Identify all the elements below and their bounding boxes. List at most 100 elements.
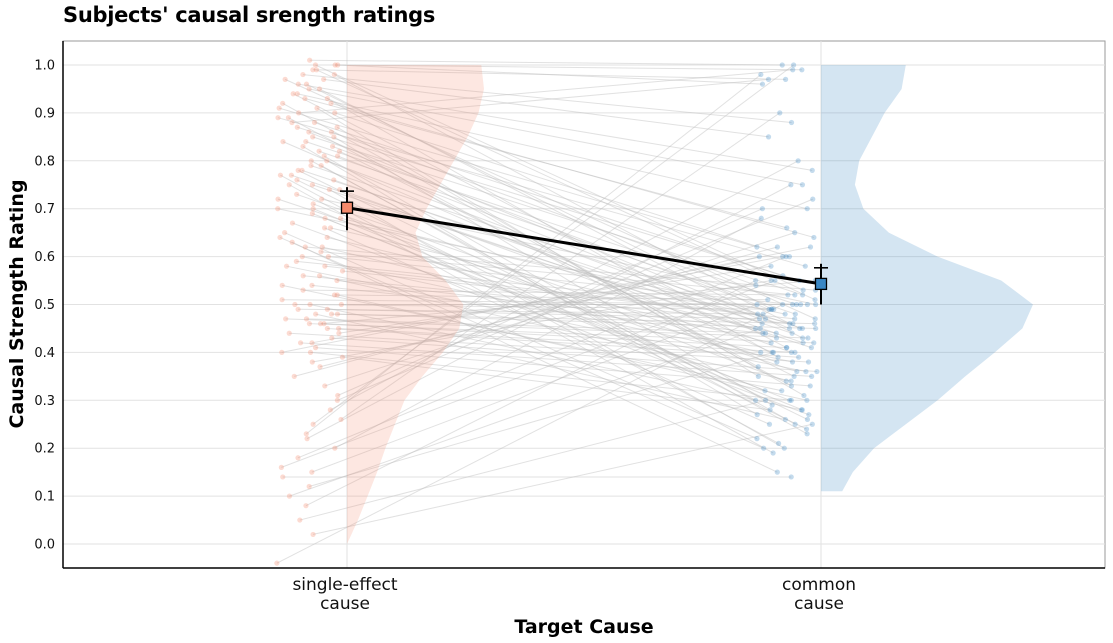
paired-line xyxy=(281,280,776,468)
paired-line xyxy=(312,69,786,80)
paired-line xyxy=(298,308,764,315)
data-point-single-effect xyxy=(291,373,297,379)
data-point-common xyxy=(761,445,767,451)
data-point-common xyxy=(766,421,773,427)
data-point-single-effect xyxy=(302,95,308,102)
paired-line xyxy=(310,351,792,401)
paired-line xyxy=(318,150,796,315)
data-point-single-effect xyxy=(331,292,338,298)
means xyxy=(340,187,828,305)
paired-line xyxy=(289,184,774,454)
data-point-single-effect xyxy=(276,105,282,111)
data-point-single-effect xyxy=(312,62,319,68)
paired-line xyxy=(327,308,766,320)
data-point-common xyxy=(755,311,761,317)
data-point-single-effect xyxy=(332,62,338,68)
paired-line xyxy=(289,327,761,497)
y-tick-label: 0.3 xyxy=(34,394,55,409)
data-point-single-effect xyxy=(325,254,331,260)
data-point-single-effect xyxy=(318,196,325,202)
data-point-single-effect xyxy=(339,354,346,360)
paired-line xyxy=(280,174,779,444)
data-point-single-effect xyxy=(316,273,323,279)
y-tick-label: 0.0 xyxy=(34,538,55,553)
paired-line xyxy=(302,145,758,416)
paired-line xyxy=(331,337,817,373)
data-point-common xyxy=(814,368,820,375)
paired-line xyxy=(336,280,756,329)
paired-line xyxy=(282,299,801,305)
data-point-single-effect xyxy=(277,234,283,241)
data-point-single-effect xyxy=(335,62,341,68)
data-point-common xyxy=(769,349,775,355)
data-point-single-effect xyxy=(288,172,294,178)
data-point-single-effect xyxy=(324,158,330,164)
data-point-single-effect xyxy=(332,445,338,451)
data-point-common xyxy=(798,407,805,413)
data-point-single-effect xyxy=(321,153,327,159)
data-point-common xyxy=(759,206,765,212)
data-point-common xyxy=(805,359,812,365)
data-point-single-effect xyxy=(322,263,328,269)
paired-line xyxy=(289,332,809,363)
data-point-single-effect xyxy=(329,143,336,150)
data-point-common xyxy=(781,445,787,451)
data-point-single-effect xyxy=(310,421,316,427)
x-category-label: cause xyxy=(320,594,370,614)
data-point-single-effect xyxy=(295,455,301,461)
paired-line xyxy=(339,189,792,353)
paired-line xyxy=(342,270,795,320)
data-point-common xyxy=(757,325,763,332)
paired-line xyxy=(292,222,810,416)
paired-line xyxy=(337,155,760,320)
paired-line xyxy=(312,280,772,363)
data-point-single-effect xyxy=(316,148,322,154)
paired-line xyxy=(324,217,803,411)
data-point-common xyxy=(780,254,786,260)
paired-line xyxy=(328,256,793,305)
data-point-single-effect xyxy=(313,311,319,317)
paired-line xyxy=(331,313,815,325)
paired-line xyxy=(315,64,804,291)
paired-line xyxy=(277,198,798,373)
data-point-common xyxy=(762,330,769,336)
paired-line xyxy=(340,112,781,420)
y-tick-label: 0.2 xyxy=(34,442,55,457)
paired-line xyxy=(320,165,808,435)
data-point-common xyxy=(799,325,805,332)
data-point-single-effect xyxy=(334,277,340,284)
data-point-single-effect xyxy=(275,196,281,202)
paired-line xyxy=(320,251,795,296)
data-point-common xyxy=(774,469,780,475)
data-point-common xyxy=(792,292,798,298)
data-point-common xyxy=(789,330,795,336)
violin-single-effect xyxy=(347,65,484,544)
paired-line xyxy=(309,88,803,186)
paired-line xyxy=(286,265,807,373)
data-point-single-effect xyxy=(339,268,346,274)
data-point-single-effect xyxy=(295,167,301,173)
paired-line xyxy=(305,141,797,305)
data-point-common xyxy=(755,364,761,370)
data-point-common xyxy=(788,378,794,384)
y-axis-title: Causal Strength Rating xyxy=(6,179,28,428)
paired-line xyxy=(337,294,807,401)
data-point-single-effect xyxy=(303,139,309,145)
data-point-single-effect xyxy=(308,162,314,169)
x-category-label: cause xyxy=(794,594,844,614)
paired-line xyxy=(315,347,811,387)
data-point-single-effect xyxy=(295,306,301,312)
data-point-common xyxy=(774,244,780,250)
x-category-label: common xyxy=(782,575,856,595)
paired-line xyxy=(296,260,772,310)
data-point-common xyxy=(784,345,790,351)
data-point-single-effect xyxy=(322,225,328,231)
paired-line xyxy=(312,423,813,535)
paired-line xyxy=(297,126,800,282)
data-point-single-effect xyxy=(286,330,292,336)
paired-line xyxy=(324,232,795,387)
paired-line xyxy=(330,227,777,334)
data-point-single-effect xyxy=(327,407,333,413)
paired-line xyxy=(327,327,799,358)
data-point-common xyxy=(783,254,789,260)
